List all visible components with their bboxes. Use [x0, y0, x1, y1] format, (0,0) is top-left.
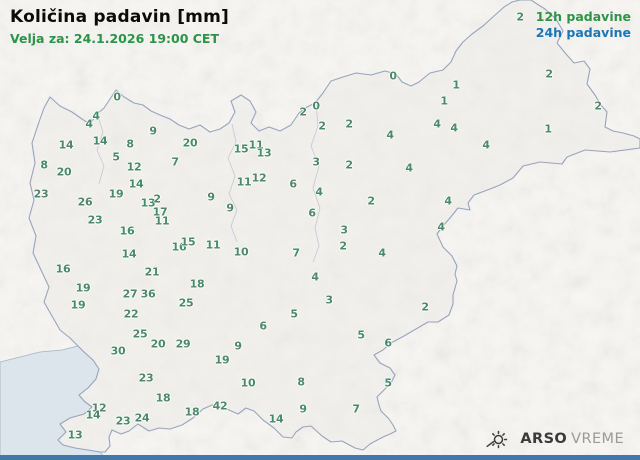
toggle-12h-padavine[interactable]: 12h padavine [535, 9, 631, 24]
brand-text: ARSO VREME [520, 431, 624, 447]
page-title: Količina padavin [mm] [10, 7, 229, 27]
brand-vreme: VREME [571, 431, 624, 447]
toggle-24h-padavine[interactable]: 24h padavine [535, 25, 631, 40]
bottom-bar [0, 455, 640, 460]
brand-arso: ARSO [520, 431, 568, 447]
validity-timestamp: Velja za: 24.1.2026 19:00 CET [10, 31, 219, 46]
arso-vreme-logo: ARSO VREME [485, 427, 624, 451]
period-toggles: 12h padavine 24h padavine [536, 9, 631, 41]
region-borders [96, 103, 321, 263]
header: Količina padavin [mm] Velja za: 24.1.202… [10, 7, 229, 46]
country-border [28, 0, 640, 453]
sun-icon [486, 430, 508, 449]
